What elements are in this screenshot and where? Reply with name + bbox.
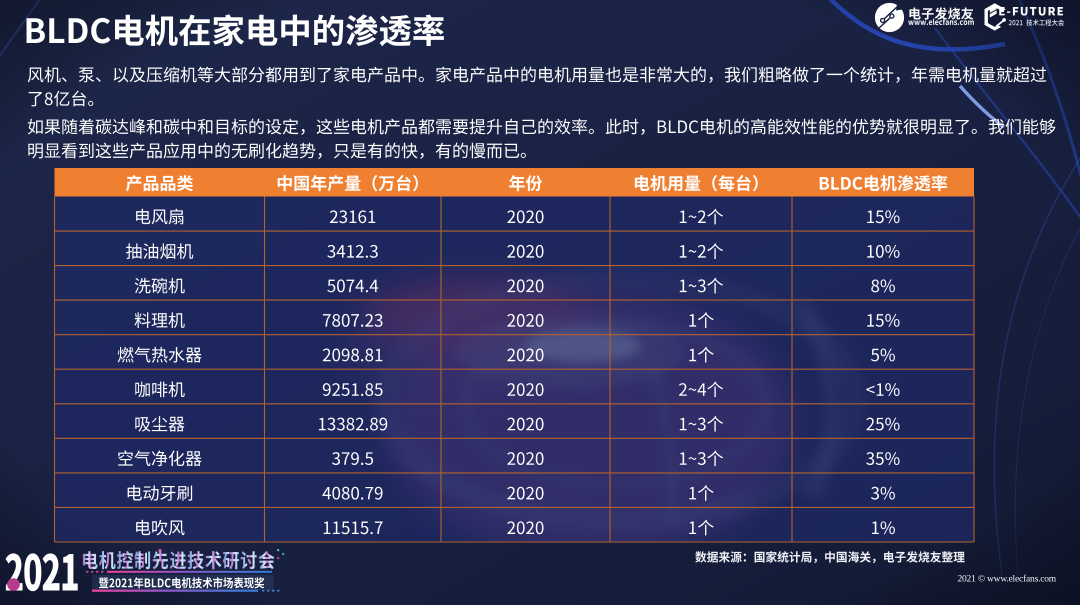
svg-text:2021 © www.elecfans.com: 2021 © www.elecfans.com [957,574,1056,585]
